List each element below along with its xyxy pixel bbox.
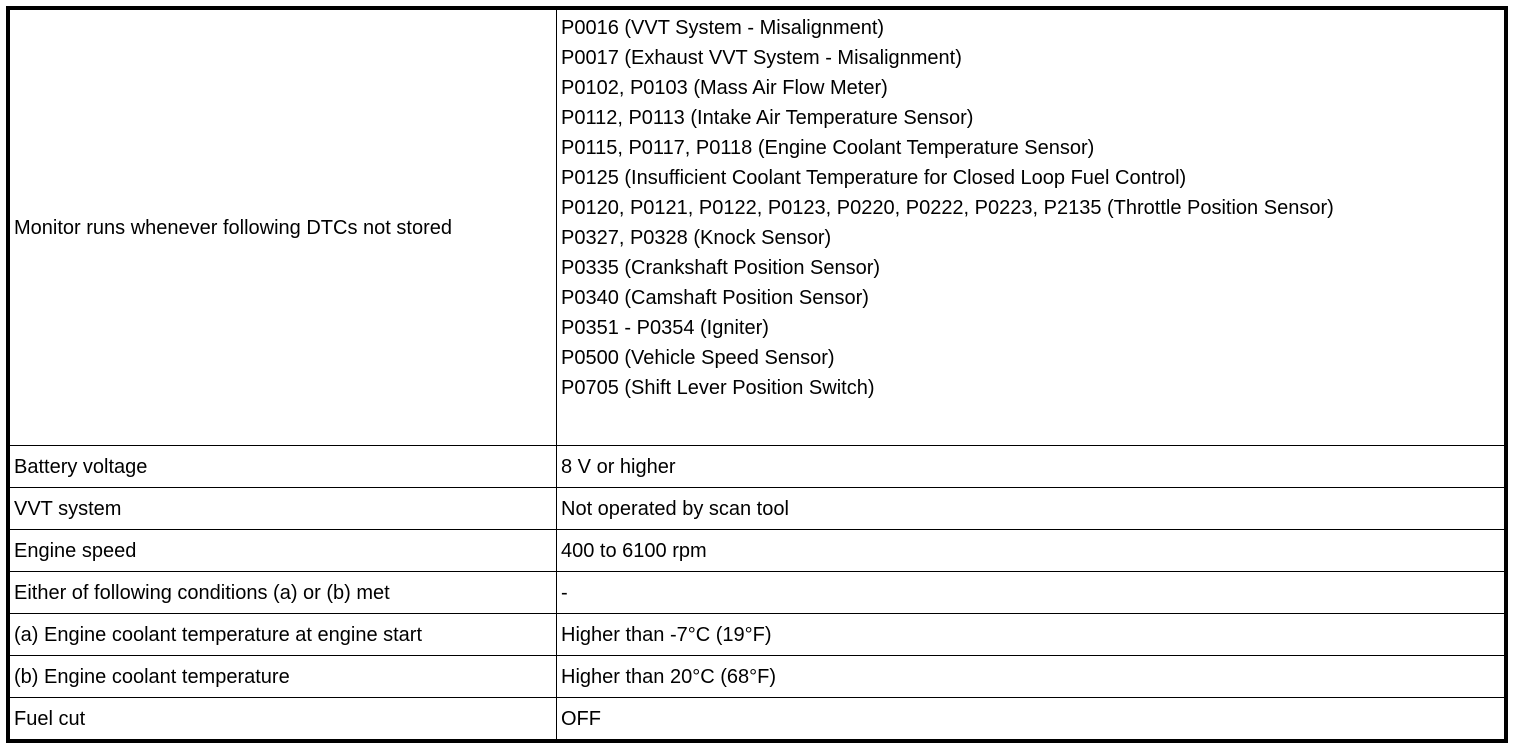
- dtc-line: P0335 (Crankshaft Position Sensor): [561, 257, 881, 279]
- value-cell: Higher than 20°C (68°F): [556, 655, 1507, 698]
- table-row: (b) Engine coolant temperature Higher th…: [7, 655, 1507, 698]
- table-row: VVT system Not operated by scan tool: [7, 487, 1507, 530]
- condition-cell: Engine speed: [7, 529, 557, 572]
- table-row: Either of following conditions (a) or (b…: [7, 571, 1507, 614]
- value-cell: -: [556, 571, 1507, 614]
- dtc-line: P0500 (Vehicle Speed Sensor): [561, 347, 835, 369]
- value-cell: 8 V or higher: [556, 445, 1507, 488]
- condition-cell: (a) Engine coolant temperature at engine…: [7, 613, 557, 656]
- value-cell: Higher than -7°C (19°F): [556, 613, 1507, 656]
- dtc-line: P0125 (Insufficient Coolant Temperature …: [561, 167, 1187, 189]
- condition-cell: Monitor runs whenever following DTCs not…: [7, 7, 557, 446]
- condition-cell: Either of following conditions (a) or (b…: [7, 571, 557, 614]
- condition-cell: Battery voltage: [7, 445, 557, 488]
- table-row: (a) Engine coolant temperature at engine…: [7, 613, 1507, 656]
- dtc-list-cell: P0016 (VVT System - Misalignment) P0017 …: [556, 7, 1507, 446]
- value-cell: 400 to 6100 rpm: [556, 529, 1507, 572]
- table-row: Engine speed 400 to 6100 rpm: [7, 529, 1507, 572]
- value-cell: Not operated by scan tool: [556, 487, 1507, 530]
- value-cell: OFF: [556, 697, 1507, 742]
- table-row: Battery voltage 8 V or higher: [7, 445, 1507, 488]
- dtc-line: P0102, P0103 (Mass Air Flow Meter): [561, 77, 888, 99]
- dtc-line: P0705 (Shift Lever Position Switch): [561, 377, 875, 399]
- dtc-line: P0016 (VVT System - Misalignment): [561, 17, 885, 39]
- monitor-conditions-table: Monitor runs whenever following DTCs not…: [6, 6, 1508, 743]
- table-row: Fuel cut OFF: [7, 697, 1507, 742]
- dtc-line: P0112, P0113 (Intake Air Temperature Sen…: [561, 107, 974, 129]
- condition-cell: Fuel cut: [7, 697, 557, 742]
- condition-cell: VVT system: [7, 487, 557, 530]
- dtc-line: P0017 (Exhaust VVT System - Misalignment…: [561, 47, 962, 69]
- condition-cell: (b) Engine coolant temperature: [7, 655, 557, 698]
- table-row: Monitor runs whenever following DTCs not…: [7, 7, 1507, 446]
- dtc-line: P0327, P0328 (Knock Sensor): [561, 227, 832, 249]
- dtc-line: P0340 (Camshaft Position Sensor): [561, 287, 869, 309]
- dtc-line: P0115, P0117, P0118 (Engine Coolant Temp…: [561, 137, 1095, 159]
- dtc-line: P0351 - P0354 (Igniter): [561, 317, 769, 339]
- dtc-line: P0120, P0121, P0122, P0123, P0220, P0222…: [561, 197, 1334, 219]
